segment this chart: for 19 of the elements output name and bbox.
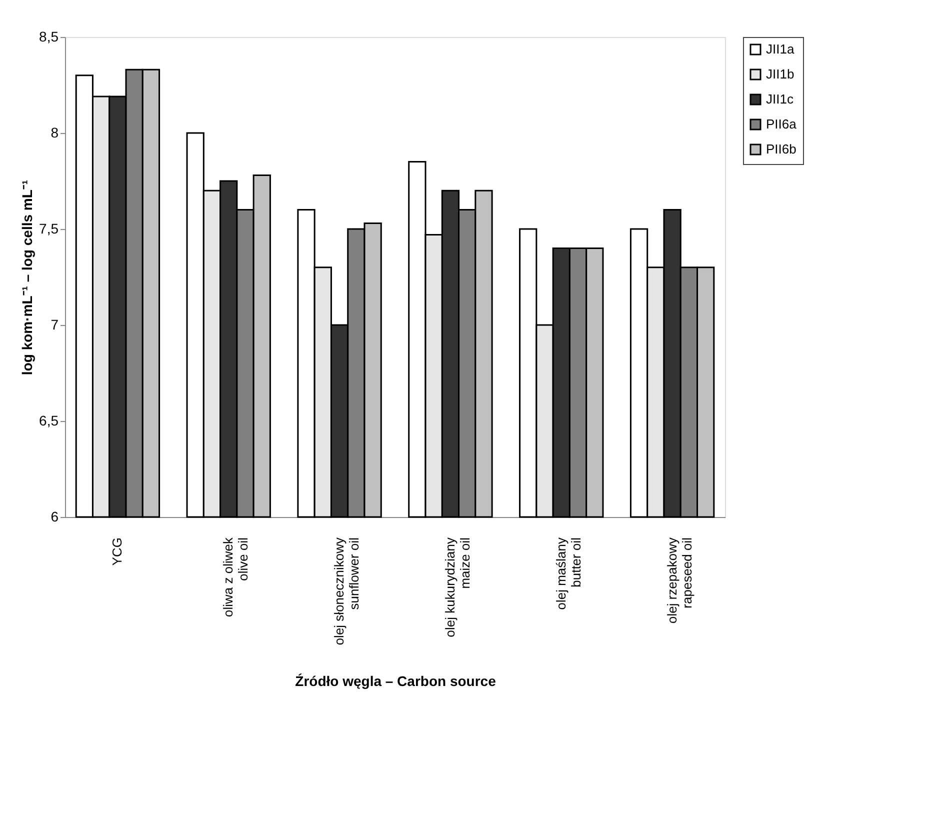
x-tick-label: olej maślany butter oil bbox=[553, 537, 584, 610]
x-tick-label: oliwa z oliwek olive oil bbox=[220, 537, 251, 617]
legend-label: PII6b bbox=[766, 142, 796, 156]
y-axis-title: log kom·mL⁻¹ – log cells mL⁻¹ bbox=[19, 180, 36, 376]
y-tick-label: 7,5 bbox=[39, 220, 59, 236]
legend-label: JII1a bbox=[766, 42, 795, 56]
x-tick-label: olej słonecznikowy sunflower oil bbox=[332, 537, 362, 646]
x-tick-label: YCG bbox=[110, 538, 125, 566]
legend-label: JII1b bbox=[766, 66, 794, 82]
y-tick-label: 8,5 bbox=[39, 28, 59, 44]
legend-label: PII6a bbox=[766, 116, 798, 132]
x-tick-label: olej rzepakowy rapeseed oil bbox=[664, 537, 694, 624]
y-tick-label: 7 bbox=[50, 316, 59, 332]
y-tick-label: 6 bbox=[50, 508, 59, 524]
y-tick-label: 8 bbox=[50, 124, 59, 140]
x-tick-label: olej kukurydziany maize oil bbox=[442, 537, 472, 638]
y-tick-label: 6,5 bbox=[39, 412, 59, 428]
legend-label: JII1c bbox=[766, 92, 794, 106]
x-axis-title: Źródło węgla – Carbon source bbox=[295, 673, 496, 690]
